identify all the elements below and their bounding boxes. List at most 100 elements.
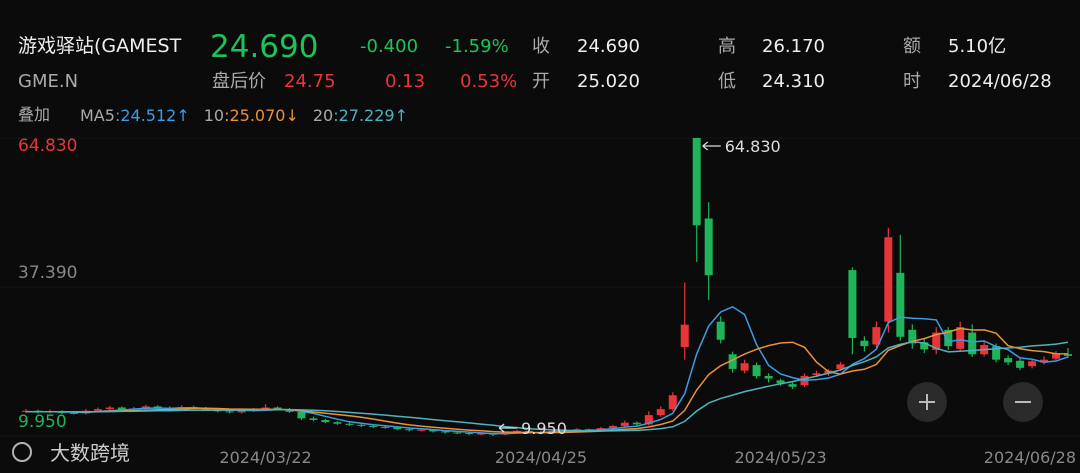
candle-body [968,332,977,355]
candle-body [752,365,761,377]
candle-body [944,329,953,347]
candle-body [872,327,881,345]
legend-name: 10 [203,106,225,125]
stat-label: 额 [903,36,921,57]
change: -0.400 [360,36,419,57]
candle-body [441,431,450,433]
candle-body [728,354,737,369]
candle-body [297,411,306,419]
candle-body [632,422,641,425]
candle-body [608,425,617,429]
candle-body [836,364,845,369]
candle-body [369,425,378,428]
stat-value: 26.170 [762,36,825,57]
legend-item: 20:27.229↑ [313,106,408,125]
stat-value: 24.310 [762,71,825,92]
candle-body [525,430,534,432]
candle-body [992,346,1001,360]
y-tick-label: 64.830 [18,136,77,156]
candle-body [776,380,785,384]
candle-body [417,429,426,431]
candle-body [381,427,390,429]
candle-body [932,332,941,350]
candle-body [141,406,150,409]
after-hours-price: 24.75 [284,71,336,92]
ma-line [26,340,1069,432]
stat-value: 24.690 [577,36,640,57]
watermark: 大数跨境 [50,441,130,465]
candle-body [429,429,438,432]
candle-body [896,272,905,337]
annotation-arrow [498,423,518,433]
candle-body [333,422,342,424]
candle-body [584,429,593,431]
legend-value: :27.229↑ [333,106,408,125]
candle-body [740,363,749,371]
annotation-label: 64.830 [725,137,781,156]
stock-name: 游戏驿站(GAMEST [18,35,182,57]
after-hours-label: 盘后价 [212,71,266,92]
candle-body [261,407,270,410]
watermark-logo [12,442,32,462]
legend-value: :24.512↑ [114,106,190,125]
candle-body [69,412,78,414]
candle-body [956,327,965,349]
candle-body [1004,358,1013,363]
candle-body [884,237,893,322]
candle-body [1064,354,1072,356]
y-tick-label: 37.390 [18,263,77,283]
change-pct: -1.59% [445,36,509,57]
candle-body [225,411,234,413]
candle-body [405,429,414,431]
candle-body [656,409,665,416]
candle-body [860,340,869,347]
legend: MA5:24.512↑ 10:25.070↓ 20:27.229↑ [80,106,408,125]
candle-body [357,424,366,426]
stat-value: 25.020 [577,71,640,92]
candle-body [620,422,629,426]
candle-body [704,218,713,276]
stat-label: 开 [532,71,550,92]
stat-label: 时 [903,71,921,92]
candle-body [309,418,318,420]
candle-body [764,375,773,379]
candle-body [668,395,677,410]
symbol: GME.N [18,71,79,92]
ma-line [26,327,1069,434]
candle-body [321,419,330,423]
overlay-label: 叠加 [18,105,51,124]
last-price: 24.690 [210,29,319,65]
stat-label: 高 [718,36,736,57]
candle-body [153,406,162,409]
candle-body [273,407,282,410]
candle-body [285,409,294,412]
stat-value: 5.10亿 [948,36,1007,57]
candle-body [848,270,857,338]
zoom-in-icon [919,394,935,410]
candle-body [465,433,474,435]
legend-value: :25.070↓ [224,106,299,125]
candle-body [105,407,114,410]
annotation-label: 9.950 [521,419,567,438]
legend-item: MA5:24.512↑ [80,106,190,125]
candle-body [237,410,246,413]
candle-body [680,324,689,348]
candle-body [477,433,486,435]
x-tick-label: 2024/03/22 [219,448,311,467]
candle-body [93,409,102,411]
candle-body [1052,353,1061,359]
candle-body [788,384,797,387]
candle-body [345,423,354,425]
candle-body [716,321,725,340]
stat-label: 低 [718,71,736,92]
x-tick-label: 2024/06/28 [984,448,1076,467]
stat-value: 2024/06/28 [948,71,1052,92]
legend-name: 20 [312,106,334,125]
candle-body [1040,359,1049,363]
candle-body [117,407,126,410]
candle-body [1016,360,1025,368]
legend-item: 10:25.070↓ [204,106,299,125]
x-tick-label: 2024/05/23 [734,448,826,467]
